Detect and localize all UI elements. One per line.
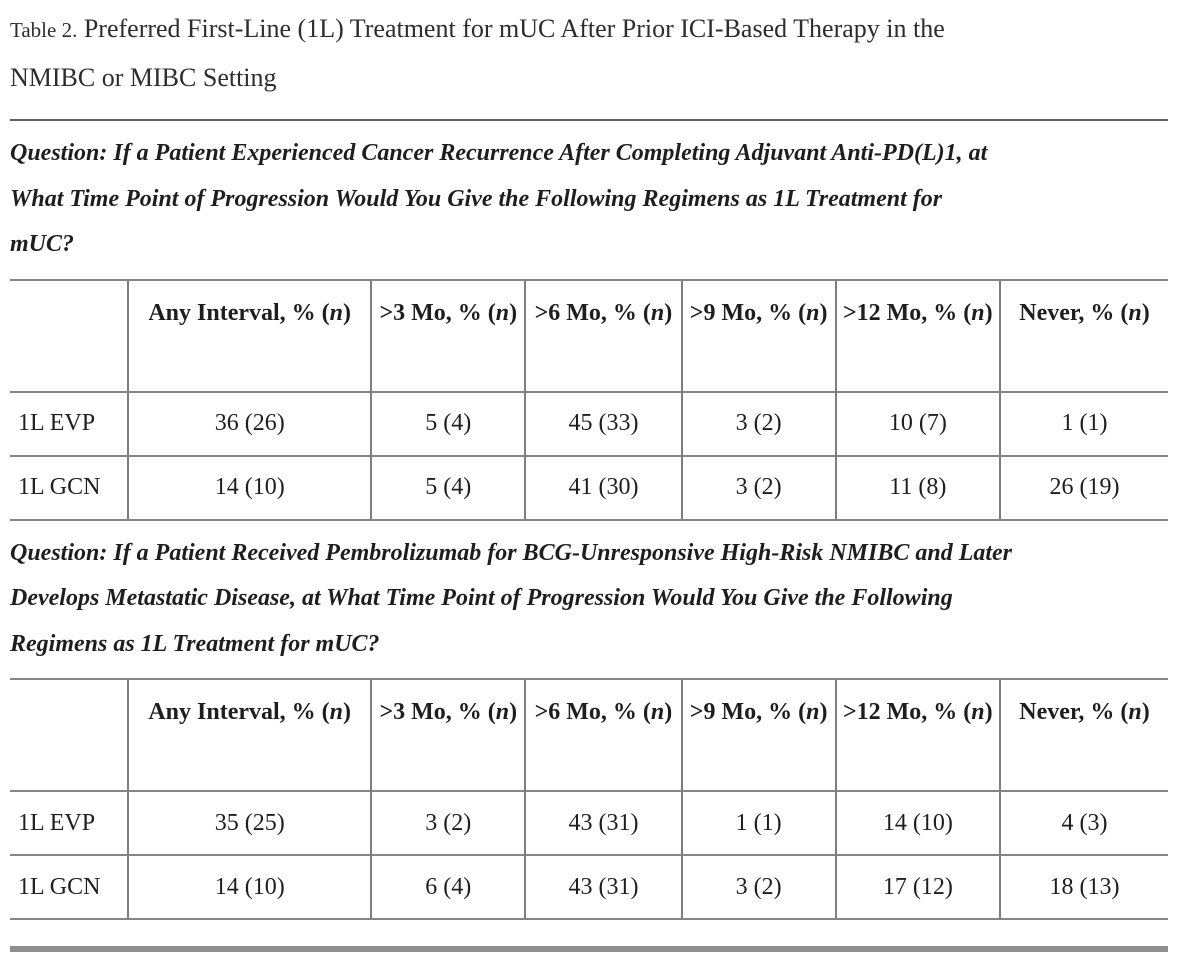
section-pembrolizumab-nmibc: Question: If a Patient Received Pembroli…	[10, 531, 1168, 920]
row-label-cell: 1L EVP	[10, 790, 129, 855]
interval-table-1: Any Interval, % (n) >3 Mo, % (n) >6 Mo, …	[10, 278, 1168, 521]
bottom-rule	[10, 946, 1168, 952]
col-gt-3mo: >3 Mo, % (n)	[370, 678, 526, 791]
col-gt-12mo: >12 Mo, % (n)	[834, 678, 1001, 791]
data-cell: 14 (10)	[834, 790, 1001, 855]
data-cell: 1 (1)	[999, 390, 1168, 456]
interval-table-2: Any Interval, % (n) >3 Mo, % (n) >6 Mo, …	[10, 678, 1168, 920]
corner-cell	[10, 678, 129, 791]
title-divider	[10, 119, 1168, 121]
col-any-interval: Any Interval, % (n)	[127, 278, 372, 392]
data-cell: 26 (19)	[999, 454, 1168, 521]
data-cell: 1 (1)	[680, 790, 836, 855]
data-cell: 45 (33)	[524, 390, 682, 456]
col-gt-9mo: >9 Mo, % (n)	[680, 678, 836, 791]
row-label-cell: 1L GCN	[10, 854, 129, 920]
col-never: Never, % (n)	[999, 678, 1168, 791]
data-cell: 10 (7)	[834, 390, 1001, 456]
data-cell: 3 (2)	[680, 854, 836, 920]
data-cell: 18 (13)	[999, 854, 1168, 920]
row-1l-gcn: 1L GCN 14 (10) 5 (4) 41 (30) 3 (2) 11 (8…	[10, 454, 1168, 521]
row-1l-evp: 1L EVP 35 (25) 3 (2) 43 (31) 1 (1) 14 (1…	[10, 790, 1168, 855]
table-title: Table 2. Preferred First-Line (1L) Treat…	[10, 5, 1168, 101]
row-label-cell: 1L EVP	[10, 390, 129, 456]
col-gt-3mo: >3 Mo, % (n)	[370, 278, 526, 392]
row-1l-gcn: 1L GCN 14 (10) 6 (4) 43 (31) 3 (2) 17 (1…	[10, 854, 1168, 920]
col-gt-6mo: >6 Mo, % (n)	[524, 678, 682, 791]
table-title-text: Preferred First-Line (1L) Treatment for …	[10, 14, 945, 92]
data-cell: 36 (26)	[127, 390, 372, 456]
data-cell: 43 (31)	[524, 790, 682, 855]
data-cell: 3 (2)	[680, 390, 836, 456]
data-cell: 41 (30)	[524, 454, 682, 521]
data-cell: 14 (10)	[127, 854, 372, 920]
table-number-label: Table 2.	[10, 18, 78, 42]
data-cell: 3 (2)	[680, 454, 836, 521]
data-cell: 43 (31)	[524, 854, 682, 920]
row-label-cell: 1L GCN	[10, 454, 129, 521]
col-never: Never, % (n)	[999, 278, 1168, 392]
question-1-text: Question: If a Patient Experienced Cance…	[10, 140, 988, 257]
data-cell: 35 (25)	[127, 790, 372, 855]
col-gt-9mo: >9 Mo, % (n)	[680, 278, 836, 392]
data-cell: 6 (4)	[370, 854, 526, 920]
data-cell: 14 (10)	[127, 454, 372, 521]
col-any-interval: Any Interval, % (n)	[127, 678, 372, 791]
corner-cell	[10, 278, 129, 392]
data-cell: 11 (8)	[834, 454, 1001, 521]
row-1l-evp: 1L EVP 36 (26) 5 (4) 45 (33) 3 (2) 10 (7…	[10, 390, 1168, 456]
data-cell: 5 (4)	[370, 454, 526, 521]
data-cell: 3 (2)	[370, 790, 526, 855]
data-cell: 4 (3)	[999, 790, 1168, 855]
header-row: Any Interval, % (n) >3 Mo, % (n) >6 Mo, …	[10, 678, 1168, 791]
question-2-text: Question: If a Patient Received Pembroli…	[10, 539, 1013, 657]
data-cell: 5 (4)	[370, 390, 526, 456]
col-gt-6mo: >6 Mo, % (n)	[524, 278, 682, 392]
data-cell: 17 (12)	[834, 854, 1001, 920]
col-gt-12mo: >12 Mo, % (n)	[834, 278, 1001, 392]
section-adjuvant-anti-pdl1: Question: If a Patient Experienced Cance…	[10, 131, 1168, 521]
header-row: Any Interval, % (n) >3 Mo, % (n) >6 Mo, …	[10, 278, 1168, 392]
